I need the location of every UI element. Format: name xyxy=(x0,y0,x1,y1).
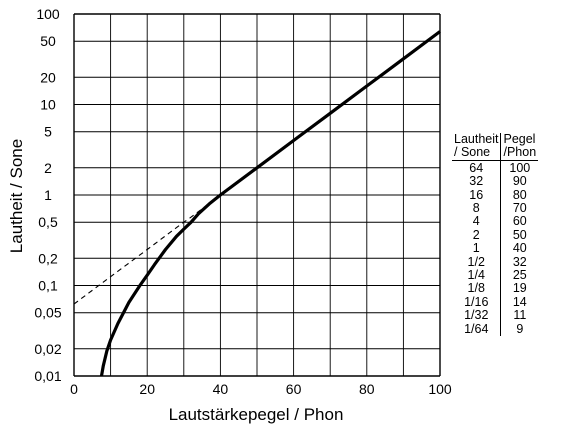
loudness-table: Lautheit / Sone Pegel /Phon 64 100 32 90 16 8… xyxy=(452,132,539,337)
table-header-level: Pegel /Phon xyxy=(500,132,539,161)
header-line: Lautheit xyxy=(454,132,499,146)
grid xyxy=(73,13,441,377)
table-row: 1/32 11 xyxy=(452,308,538,323)
y-tick-label: 2 xyxy=(44,160,52,176)
y-tick-label: 50 xyxy=(40,33,56,49)
cell-level: 19 xyxy=(512,281,527,296)
x-axis-label: Lautstärkepegel / Phon xyxy=(169,405,344,424)
cell-level: 40 xyxy=(512,241,527,256)
table-header-loudness: Lautheit / Sone xyxy=(452,132,502,161)
y-tick-label: 0,02 xyxy=(34,341,61,357)
y-tick-label: 0,01 xyxy=(34,368,61,384)
table-row: 1/8 19 xyxy=(452,281,538,296)
cell-level: 9 xyxy=(516,321,524,336)
y-tick-label: 20 xyxy=(40,69,56,85)
y-axis-label: Lautheit / Sone xyxy=(7,139,26,253)
x-tick-label: 40 xyxy=(213,381,229,397)
y-tick-label: 10 xyxy=(40,97,56,113)
cell-loudness: 1/32 xyxy=(452,308,502,323)
table-row: 16 80 xyxy=(452,187,538,203)
table-row: 8 70 xyxy=(452,201,538,216)
cell-loudness: 16 xyxy=(452,188,502,203)
table-header-row: Lautheit / Sone Pegel /Phon xyxy=(452,132,539,161)
cell-level: 50 xyxy=(512,227,527,242)
cell-level: 60 xyxy=(512,214,527,229)
cell-loudness: 1/8 xyxy=(452,282,502,296)
table-row: 2 50 xyxy=(452,227,538,243)
cell-level: 32 xyxy=(512,254,527,269)
table-row: 1 40 xyxy=(452,241,538,256)
table-row: 1/16 14 xyxy=(452,294,538,310)
header-line: /Phon xyxy=(503,145,537,160)
x-tick-label: 20 xyxy=(139,381,155,397)
cell-level: 25 xyxy=(512,268,527,283)
table-row: 1/64 9 xyxy=(452,321,538,337)
cell-level: 11 xyxy=(513,308,527,323)
cell-loudness: 8 xyxy=(452,201,502,216)
y-tick-label: 100 xyxy=(36,6,60,22)
y-tick-label: 0,05 xyxy=(34,305,61,321)
cell-loudness: 4 xyxy=(452,215,502,229)
series-line-solid xyxy=(99,30,441,377)
cell-loudness: 64 xyxy=(452,160,502,176)
cell-level: 70 xyxy=(512,201,527,216)
cell-loudness: 32 xyxy=(452,174,502,189)
cell-loudness: 1/16 xyxy=(452,295,502,310)
cell-loudness: 1/64 xyxy=(452,322,502,337)
cell-loudness: 1 xyxy=(452,241,502,256)
tick-labels: 0 20 40 60 80 100 0,01 0,02 0,05 0,1 0,2 0,5 1 2 5 10 20… xyxy=(34,6,452,397)
series-line-dashed xyxy=(73,194,221,305)
header-line: / Sone xyxy=(454,145,491,160)
cell-loudness: 2 xyxy=(452,228,502,243)
cell-level: 90 xyxy=(512,174,527,189)
x-tick-label: 0 xyxy=(70,381,78,397)
table-row: 32 90 xyxy=(452,174,538,189)
table-row: 4 60 xyxy=(452,214,538,229)
cell-level: 14 xyxy=(512,294,527,309)
cell-level: 80 xyxy=(512,187,527,202)
x-tick-label: 100 xyxy=(428,381,452,397)
x-tick-label: 80 xyxy=(359,381,375,397)
x-tick-label: 60 xyxy=(286,381,302,397)
table-row: 1/2 32 xyxy=(452,254,538,270)
y-tick-label: 1 xyxy=(44,187,52,203)
y-tick-label: 0,1 xyxy=(38,278,58,294)
header-line: Pegel xyxy=(503,132,536,146)
y-tick-label: 0,2 xyxy=(38,250,58,266)
cell-loudness: 1/2 xyxy=(452,255,502,270)
cell-level: 100 xyxy=(509,160,531,175)
series-layer xyxy=(73,30,441,377)
y-tick-label: 0,5 xyxy=(38,214,58,230)
table-row: 64 100 xyxy=(452,160,538,176)
table-row: 1/4 25 xyxy=(452,268,538,283)
cell-loudness: 1/4 xyxy=(452,268,502,283)
table-body: 64 100 32 90 16 80 8 70 4 60 2 50 1 40 1/2 32 1/4 25 1/8 19… xyxy=(452,160,538,337)
y-tick-label: 5 xyxy=(44,124,52,140)
